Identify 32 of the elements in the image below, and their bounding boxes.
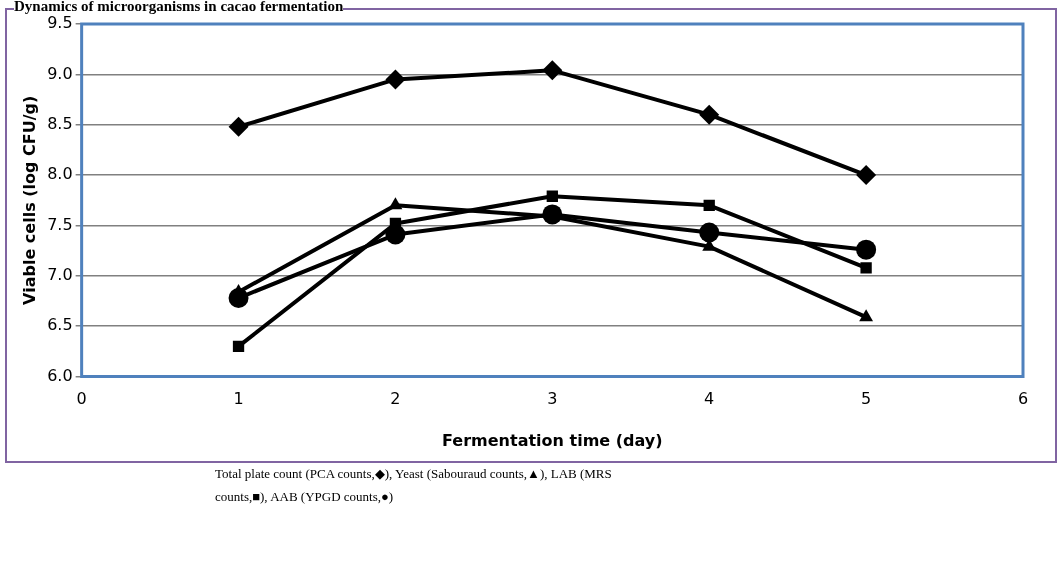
y-tick-label: 8.5 (47, 113, 73, 133)
y-tick-label: 9.5 (47, 13, 73, 33)
point (699, 104, 720, 125)
x-tick-label: 4 (704, 389, 715, 409)
y-tick-label: 7.5 (47, 214, 73, 234)
x-axis-title: Fermentation time (day) (442, 430, 663, 450)
x-tick-label: 0 (76, 389, 87, 409)
y-tick-label: 6.5 (47, 315, 73, 335)
x-tick-label: 2 (390, 389, 401, 409)
point (859, 309, 874, 322)
point (856, 165, 877, 186)
x-tick-label: 3 (547, 389, 558, 409)
point (546, 190, 558, 202)
y-axis-title: Viable cells (log CFU/g) (19, 95, 39, 305)
point (699, 222, 720, 243)
y-tick-label: 6.0 (47, 365, 73, 385)
x-tick-label: 6 (1017, 389, 1029, 409)
text: Total plate count (PCA counts,◆), Yeast (Sabouraud counts,▲), LAB (MRS counts,■), AAB (YPGD counts,●) (215, 465, 613, 506)
y-tick-label: 7.0 (47, 265, 73, 285)
point (860, 262, 872, 274)
point (703, 199, 715, 211)
x-tick-label: 1 (233, 389, 244, 409)
point (232, 340, 245, 353)
point (856, 239, 877, 260)
point (385, 69, 406, 90)
point (542, 60, 563, 81)
point (228, 116, 249, 137)
x-tick-label: 5 (861, 389, 872, 409)
y-tick-label: 9.0 (47, 63, 73, 83)
chart-title: Dynamics of microorganisms in cacao fermentation (14, 0, 344, 15)
point (388, 197, 403, 210)
y-tick-label: 8.0 (47, 164, 73, 184)
